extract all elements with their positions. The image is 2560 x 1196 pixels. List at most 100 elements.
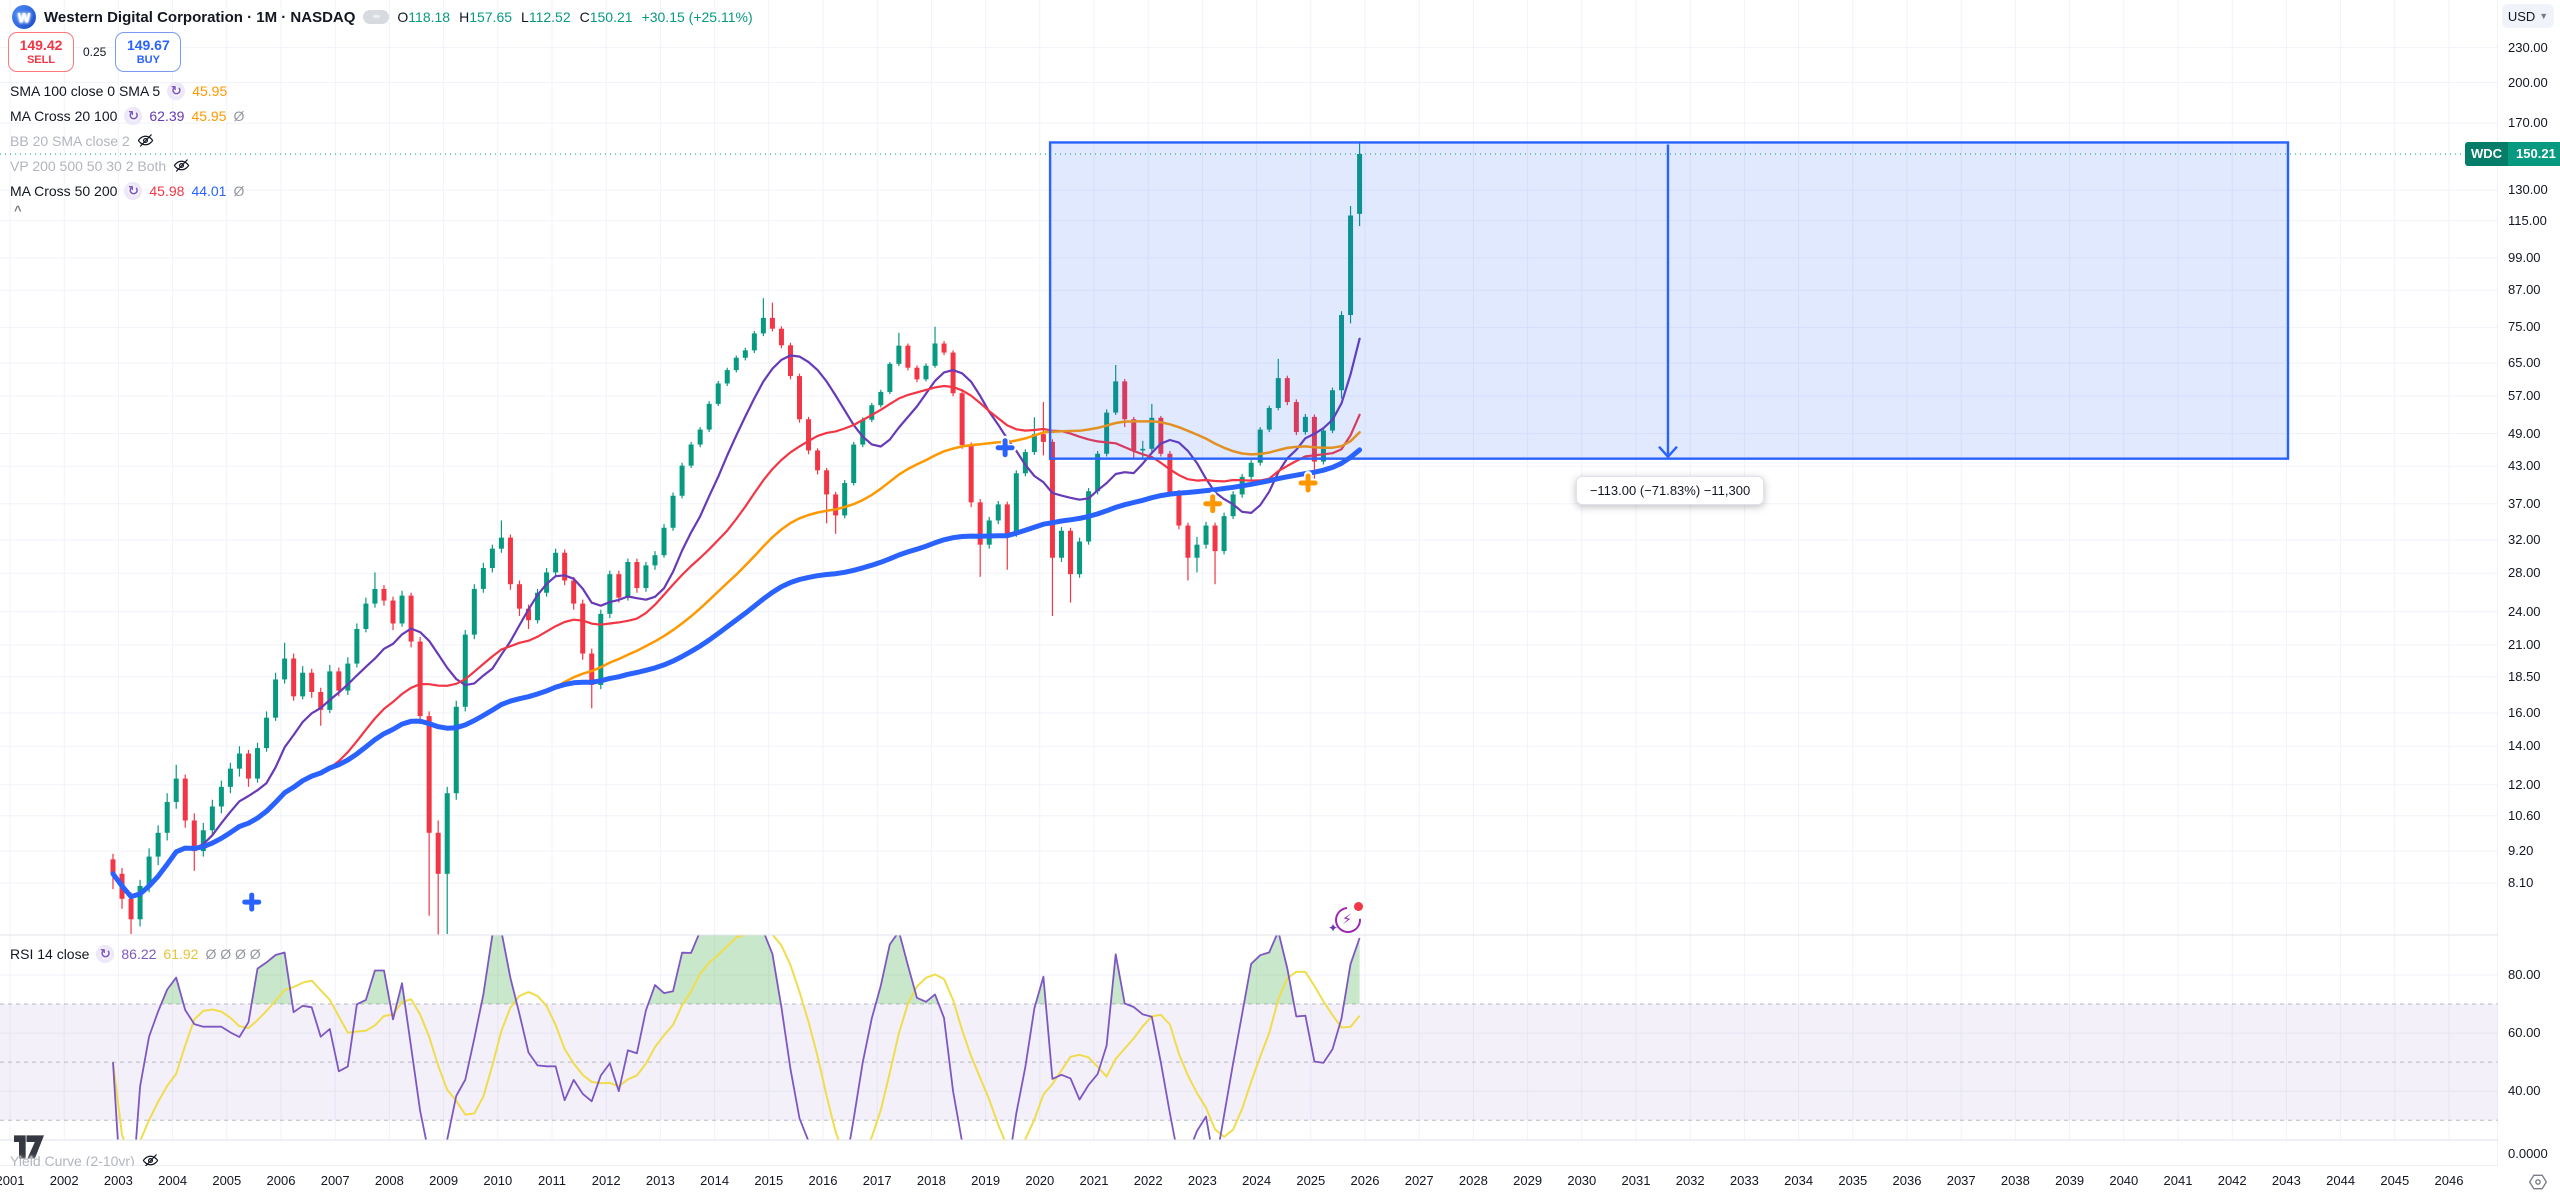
time-axis[interactable]: 2001 2002 2003 2004 2005 2006 2007 2008 2009 2010… bbox=[0, 1166, 2560, 1196]
eye-hidden-icon[interactable] bbox=[142, 1152, 159, 1169]
year-tick-label: 2042 bbox=[2217, 1173, 2247, 1188]
eye-hidden-icon[interactable] bbox=[173, 157, 190, 174]
indicator-legend-row[interactable]: SMA 100 close 0 SMA 5 ↻ 45.95 bbox=[10, 78, 244, 103]
indicator-loading-icon: ↻ bbox=[167, 81, 186, 100]
indicator-legend: SMA 100 close 0 SMA 5 ↻ 45.95 MA Cross 20 1… bbox=[10, 78, 244, 203]
ma-cross-marker bbox=[1200, 491, 1225, 516]
year-tick-label: 2018 bbox=[916, 1173, 946, 1188]
year-tick-label: 2017 bbox=[862, 1173, 892, 1188]
year-tick-label: 2022 bbox=[1133, 1173, 1163, 1188]
indicator-legend-row[interactable]: VP 200 500 50 30 2 Both bbox=[10, 153, 244, 178]
yield-curve-legend-row[interactable]: Yield Curve (2-10yr) bbox=[10, 1148, 159, 1173]
price-tick-label: 28.00 bbox=[2508, 565, 2541, 581]
grid bbox=[0, 0, 2498, 1140]
yield-tick-label: 0.0000 bbox=[2508, 1146, 2548, 1161]
ma-line bbox=[111, 337, 1361, 898]
indicator-value: 45.98 bbox=[149, 182, 185, 199]
ohlc-values: O118.18 H157.65 L112.52 C150.21 +30.15 (… bbox=[397, 9, 753, 25]
price-tick-label: 14.00 bbox=[2508, 738, 2541, 754]
last-price-badge: WDC 150.21 bbox=[2465, 141, 2560, 166]
indicator-value: 62.39 bbox=[149, 107, 185, 124]
price-tick-label: 230.00 bbox=[2508, 39, 2548, 55]
arrow-down-icon bbox=[1658, 445, 1678, 459]
price-tick-label: 10.60 bbox=[2508, 807, 2541, 823]
year-tick-label: 2036 bbox=[1892, 1173, 1922, 1188]
year-tick-label: 2037 bbox=[1946, 1173, 1976, 1188]
price-tick-label: 9.20 bbox=[2508, 843, 2534, 859]
year-tick-label: 2015 bbox=[754, 1173, 784, 1188]
price-tick-label: 24.00 bbox=[2508, 603, 2541, 619]
indicator-value: 45.95 bbox=[191, 107, 227, 124]
chevron-down-icon: ▼ bbox=[2539, 11, 2549, 21]
year-tick-label: 2043 bbox=[2271, 1173, 2301, 1188]
year-tick-label: 2020 bbox=[1025, 1173, 1055, 1188]
year-tick-label: 2021 bbox=[1079, 1173, 1109, 1188]
buy-button[interactable]: 149.67 BUY bbox=[115, 32, 182, 72]
year-tick-label: 2005 bbox=[212, 1173, 242, 1188]
price-tick-label: 65.00 bbox=[2508, 355, 2541, 371]
currency-dropdown[interactable]: USD ▼ bbox=[2502, 4, 2554, 28]
yield-curve-label: Yield Curve (2-10yr) bbox=[10, 1152, 135, 1169]
indicator-loading-icon: ↻ bbox=[124, 181, 143, 200]
collapse-legend-chevron-icon[interactable]: ^ bbox=[14, 203, 22, 218]
tradingview-logo-icon bbox=[14, 1135, 44, 1159]
indicator-legend-row[interactable]: MA Cross 20 100 ↻ 62.39 45.95 Ø bbox=[10, 103, 244, 128]
indicator-value: 61.92 bbox=[163, 945, 199, 962]
indicator-legend-row[interactable]: MA Cross 50 200 ↻ 45.98 44.01 Ø bbox=[10, 178, 244, 203]
price-tick-label: 12.00 bbox=[2508, 776, 2541, 792]
year-tick-label: 2019 bbox=[971, 1173, 1001, 1188]
year-tick-label: 2008 bbox=[374, 1173, 404, 1188]
rsi-legend-row[interactable]: RSI 14 close ↻ 86.22 61.92 Ø Ø Ø Ø bbox=[10, 941, 261, 966]
indicator-title: MA Cross 50 200 bbox=[10, 182, 118, 199]
sell-button[interactable]: 149.42 SELL bbox=[8, 32, 74, 72]
rsi-plot bbox=[112, 935, 1361, 1140]
year-tick-label: 2031 bbox=[1621, 1173, 1651, 1188]
year-tick-label: 2009 bbox=[429, 1173, 459, 1188]
rsi-tick-label: 40.00 bbox=[2508, 1083, 2541, 1099]
symbol-logo[interactable]: W bbox=[12, 5, 36, 29]
indicator-value: 45.95 bbox=[192, 82, 228, 99]
symbol-header: W Western Digital Corporation · 1M · NAS… bbox=[12, 4, 753, 30]
low-value: 112.52 bbox=[528, 9, 571, 25]
sparkle-icon: ✦ bbox=[1328, 921, 1339, 935]
indicator-title: BB 20 SMA close 2 bbox=[10, 132, 130, 149]
rsi-tick-label: 80.00 bbox=[2508, 967, 2541, 982]
year-tick-label: 2003 bbox=[103, 1173, 133, 1188]
indicator-loading-icon: ↻ bbox=[96, 944, 115, 963]
close-value: 150.21 bbox=[589, 9, 633, 25]
year-tick-label: 2014 bbox=[700, 1173, 730, 1188]
high-value: 157.65 bbox=[469, 9, 513, 25]
scales-settings-icon[interactable] bbox=[2528, 1172, 2548, 1192]
year-tick-label: 2025 bbox=[1296, 1173, 1326, 1188]
price-tick-label: 18.50 bbox=[2508, 668, 2541, 684]
price-range-tool[interactable] bbox=[1048, 141, 2290, 460]
minimize-pill-icon[interactable]: – bbox=[363, 10, 390, 24]
trade-buttons: 149.42 SELL 0.25 149.67 BUY bbox=[8, 32, 182, 72]
notification-dot bbox=[1354, 902, 1363, 911]
year-tick-label: 2032 bbox=[1675, 1173, 1705, 1188]
symbol-title[interactable]: Western Digital Corporation · 1M · NASDA… bbox=[44, 8, 356, 26]
strategy-bot-icon[interactable]: ⚡ ✦ bbox=[1328, 901, 1367, 939]
year-tick-label: 2010 bbox=[483, 1173, 513, 1188]
year-tick-label: 2039 bbox=[2055, 1173, 2085, 1188]
indicator-legend-row[interactable]: BB 20 SMA close 2 bbox=[10, 128, 244, 153]
indicator-value: Ø Ø Ø Ø bbox=[205, 945, 261, 962]
price-tick-label: 37.00 bbox=[2508, 495, 2541, 511]
year-tick-label: 2038 bbox=[2000, 1173, 2030, 1188]
price-tick-label: 8.10 bbox=[2508, 874, 2534, 890]
rsi-tick-label: 60.00 bbox=[2508, 1025, 2541, 1041]
price-tick-label: 99.00 bbox=[2508, 250, 2541, 266]
year-tick-label: 2041 bbox=[2163, 1173, 2193, 1188]
price-tick-label: 21.00 bbox=[2508, 637, 2541, 653]
price-tick-label: 16.00 bbox=[2508, 704, 2541, 720]
eye-hidden-icon[interactable] bbox=[137, 132, 154, 149]
price-axis[interactable]: USD ▼ 230.00 200.00 170.00 130.00 115.00 99.00… bbox=[2498, 0, 2560, 1196]
spread-value: 0.25 bbox=[83, 45, 107, 59]
year-tick-label: 2035 bbox=[1838, 1173, 1868, 1188]
ma-cross-marker bbox=[1296, 471, 1321, 496]
year-tick-label: 2033 bbox=[1729, 1173, 1759, 1188]
last-price-value: 150.21 bbox=[2508, 141, 2560, 166]
year-tick-label: 2045 bbox=[2380, 1173, 2410, 1188]
